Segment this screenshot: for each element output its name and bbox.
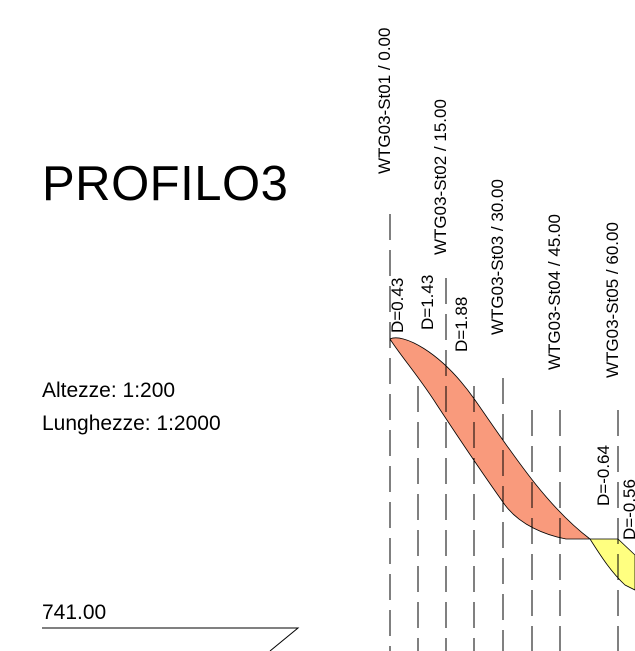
fill-area: [589, 538, 635, 591]
station-label-st02: WTG03-St02 / 15.00: [431, 99, 450, 255]
depth-label-st05-b: D=-0.56: [620, 479, 635, 540]
depth-label-st02: D=1.88: [452, 297, 471, 352]
height-scale-label: Altezze: 1:200: [42, 379, 176, 402]
datum-elevation-label: 741.00: [42, 601, 107, 624]
depth-label-mid-a: D=1.43: [418, 275, 437, 330]
depth-label-st05: D=-0.64: [594, 445, 613, 506]
cut-area: [389, 337, 592, 540]
station-label-st01: WTG03-St01 / 0.00: [375, 28, 394, 174]
station-label-st03: WTG03-St03 / 30.00: [488, 179, 507, 335]
profile-title: PROFILO3: [42, 157, 289, 211]
length-scale-label: Lunghezze: 1:2000: [42, 412, 221, 435]
depth-label-st01: D=0.43: [388, 278, 407, 333]
datum-triangle-icon: [240, 627, 300, 651]
station-label-st04: WTG03-St04 / 45.00: [545, 214, 564, 370]
station-label-st05: WTG03-St05 / 60.00: [603, 222, 622, 378]
